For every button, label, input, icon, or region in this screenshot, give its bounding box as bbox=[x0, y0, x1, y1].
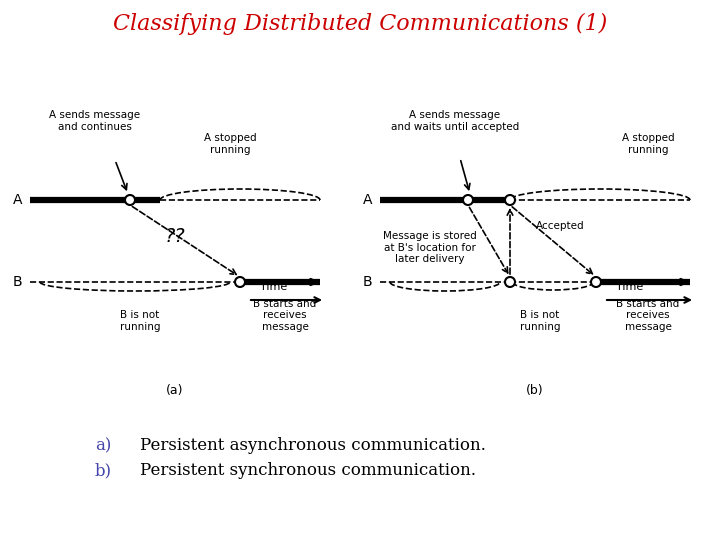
Text: A stopped
running: A stopped running bbox=[204, 133, 256, 155]
Text: B is not
running: B is not running bbox=[120, 310, 161, 332]
Text: Classifying Distributed Communications (1): Classifying Distributed Communications (… bbox=[113, 13, 607, 35]
Text: B starts and
receives
message: B starts and receives message bbox=[253, 299, 317, 332]
Text: A stopped
running: A stopped running bbox=[621, 133, 675, 155]
Circle shape bbox=[505, 277, 515, 287]
Text: A sends message
and waits until accepted: A sends message and waits until accepted bbox=[391, 110, 519, 132]
Text: A sends message
and continues: A sends message and continues bbox=[50, 110, 140, 132]
Text: Message is stored
at B's location for
later delivery: Message is stored at B's location for la… bbox=[383, 231, 477, 264]
Circle shape bbox=[505, 195, 515, 205]
Text: ??: ?? bbox=[165, 226, 185, 246]
Circle shape bbox=[235, 277, 245, 287]
Text: Time: Time bbox=[260, 282, 287, 292]
Text: Persistent synchronous communication.: Persistent synchronous communication. bbox=[140, 462, 476, 479]
Text: Time: Time bbox=[616, 282, 643, 292]
Text: (b): (b) bbox=[526, 384, 544, 397]
Circle shape bbox=[125, 195, 135, 205]
Text: b): b) bbox=[95, 462, 112, 479]
Text: Accepted: Accepted bbox=[536, 221, 585, 231]
Text: B: B bbox=[362, 275, 372, 289]
Text: Persistent asynchronous communication.: Persistent asynchronous communication. bbox=[140, 437, 486, 454]
Text: B is not
running: B is not running bbox=[520, 310, 560, 332]
Circle shape bbox=[463, 195, 473, 205]
Text: a): a) bbox=[95, 437, 112, 454]
Text: A: A bbox=[12, 193, 22, 207]
Text: A: A bbox=[362, 193, 372, 207]
Text: B starts and
receives
message: B starts and receives message bbox=[616, 299, 680, 332]
Circle shape bbox=[591, 277, 601, 287]
Text: (a): (a) bbox=[166, 384, 184, 397]
Text: B: B bbox=[12, 275, 22, 289]
